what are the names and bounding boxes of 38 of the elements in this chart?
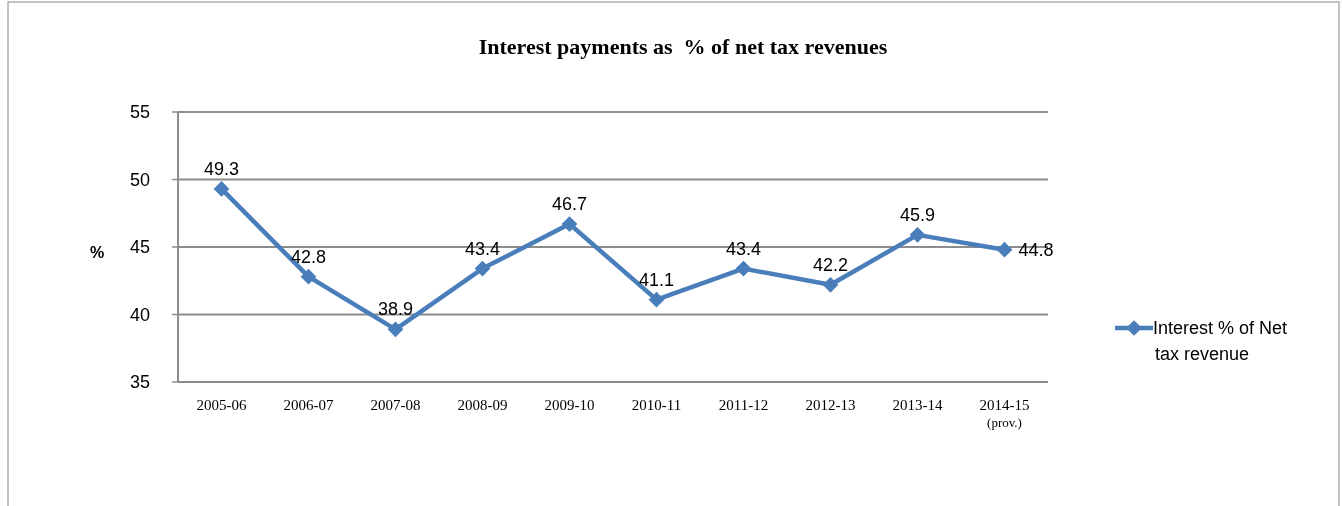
data-label: 49.3 bbox=[203, 158, 240, 179]
y-tick-label: 35 bbox=[129, 372, 150, 392]
point bbox=[474, 260, 491, 277]
point bbox=[300, 268, 317, 285]
point bbox=[648, 291, 665, 308]
point bbox=[822, 276, 839, 293]
x-tick-label: 2008-09 bbox=[457, 397, 508, 413]
point bbox=[213, 181, 230, 197]
data-label: 41.1 bbox=[638, 269, 675, 290]
y-tick-label: 50 bbox=[129, 169, 150, 190]
x-tick-label: 2006-07 bbox=[283, 397, 334, 413]
point bbox=[561, 216, 578, 232]
point bbox=[996, 241, 1013, 258]
x-tick-label: 2013-14 bbox=[892, 397, 943, 413]
data-label: 44.8 bbox=[1018, 239, 1054, 260]
y-tick-label: 45 bbox=[129, 237, 150, 257]
x-tick-label: 2007-08 bbox=[370, 397, 421, 413]
data-label: 43.4 bbox=[725, 238, 762, 259]
y-axis-title: % bbox=[89, 244, 105, 261]
x-tick-label: 2005-06 bbox=[196, 397, 247, 413]
x-tick-label: 2012-13 bbox=[805, 397, 856, 413]
point bbox=[909, 226, 926, 243]
x-tick-label: 2009-10 bbox=[544, 397, 595, 413]
y-tick-label: 55 bbox=[129, 102, 150, 122]
point bbox=[387, 321, 404, 338]
data-label: 46.7 bbox=[551, 194, 588, 215]
data-label: 43.4 bbox=[464, 238, 501, 259]
data-label: 45.9 bbox=[899, 204, 936, 225]
data-label: 42.8 bbox=[290, 246, 327, 267]
point bbox=[735, 260, 752, 277]
data-label: 38.9 bbox=[377, 299, 414, 320]
legend-label: Interest % of Net tax revenue bbox=[1153, 318, 1288, 364]
y-tick-label: 40 bbox=[129, 304, 150, 325]
chart-title: Interest payments as % of net tax revenues bbox=[478, 34, 888, 59]
x-tick-label: 2010-11 bbox=[631, 397, 682, 413]
data-label: 42.2 bbox=[812, 254, 849, 275]
x-tick-label: 2011-12 bbox=[718, 397, 769, 413]
x-tick-label: 2014-15 (prov.) bbox=[979, 397, 1030, 430]
